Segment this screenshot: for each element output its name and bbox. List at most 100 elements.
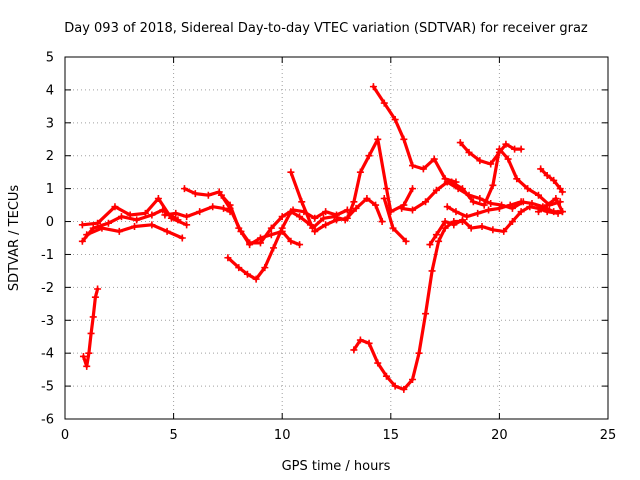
data-point-marker <box>217 191 225 199</box>
data-point-marker <box>350 198 358 206</box>
data-point-marker <box>224 254 232 262</box>
data-point-marker <box>154 195 162 203</box>
data-point-marker <box>550 208 558 216</box>
data-point-marker <box>389 224 397 232</box>
data-point-marker <box>480 201 488 209</box>
y-tick-label: -6 <box>41 413 54 428</box>
data-point-marker <box>131 222 139 230</box>
data-point-marker <box>426 241 434 249</box>
data-point-marker <box>319 214 327 222</box>
y-tick-label: 5 <box>46 51 54 66</box>
data-point-marker <box>148 211 156 219</box>
data-point-marker <box>287 168 295 176</box>
data-point-marker <box>289 206 297 214</box>
data-point-marker <box>552 195 560 203</box>
data-point-marker <box>428 267 436 275</box>
data-series-trace-17 <box>450 147 562 207</box>
data-point-marker <box>398 204 406 212</box>
data-point-marker <box>178 234 186 242</box>
data-point-marker <box>448 178 456 186</box>
data-point-marker <box>311 214 319 222</box>
data-point-marker <box>333 216 340 224</box>
data-point-marker <box>534 208 542 216</box>
data-point-marker <box>400 385 408 393</box>
data-point-marker <box>391 116 399 124</box>
data-point-marker <box>508 218 516 226</box>
data-series-trace-20 <box>536 196 564 214</box>
data-point-marker <box>517 208 525 216</box>
data-point-marker <box>435 237 443 245</box>
axis-ticks: 0 5 10 15 20 25 -6 -5 -4 -3 -2 -1 0 1 2 3 4 5 <box>41 51 616 444</box>
y-tick-label: 2 <box>46 149 54 164</box>
data-point-marker <box>365 152 373 160</box>
data-point-marker <box>441 224 449 232</box>
data-point-marker <box>543 201 551 209</box>
data-point-marker <box>183 221 191 229</box>
data-series-trace-2 <box>80 208 180 243</box>
data-point-marker <box>209 203 217 211</box>
y-tick-label: -3 <box>41 314 54 329</box>
data-point-marker <box>476 157 484 165</box>
data-point-marker <box>409 206 417 214</box>
data-traces <box>78 83 566 393</box>
data-point-marker <box>87 329 95 337</box>
data-point-marker <box>485 206 493 214</box>
data-point-marker <box>180 185 188 193</box>
data-series-trace-16 <box>458 141 523 166</box>
data-series-trace-10 <box>313 137 415 233</box>
data-point-marker <box>172 209 180 217</box>
data-point-marker <box>91 293 99 301</box>
data-point-marker <box>183 213 191 221</box>
y-tick-label: 1 <box>46 182 54 197</box>
data-point-marker <box>296 213 304 221</box>
data-point-marker <box>352 204 360 212</box>
data-point-marker <box>487 160 495 168</box>
data-point-marker <box>117 213 125 221</box>
data-point-marker <box>476 195 484 203</box>
data-point-marker <box>458 216 466 224</box>
data-point-marker <box>558 188 566 196</box>
data-point-marker <box>495 204 503 212</box>
data-point-marker <box>141 209 149 217</box>
data-point-marker <box>94 285 102 293</box>
data-point-marker <box>126 211 134 219</box>
data-point-marker <box>79 352 87 360</box>
data-point-marker <box>465 148 473 156</box>
data-point-marker <box>287 237 295 245</box>
data-point-marker <box>432 186 440 194</box>
data-point-marker <box>246 239 254 247</box>
x-tick-label: 10 <box>274 428 291 443</box>
data-series-trace-12 <box>371 85 458 184</box>
data-point-marker <box>191 190 199 198</box>
data-point-marker <box>504 155 512 163</box>
data-point-marker <box>443 203 451 211</box>
data-point-marker <box>517 198 525 206</box>
data-point-marker <box>322 208 330 216</box>
data-point-marker <box>104 219 112 227</box>
data-point-marker <box>380 195 388 203</box>
data-point-marker <box>543 171 551 179</box>
x-tick-label: 0 <box>61 428 69 443</box>
data-point-marker <box>322 221 330 229</box>
data-point-marker <box>311 227 319 235</box>
data-point-marker <box>256 239 264 247</box>
data-point-marker <box>415 349 423 357</box>
data-point-marker <box>278 213 286 221</box>
data-point-marker <box>161 211 169 219</box>
y-tick-label: 4 <box>46 83 54 98</box>
data-point-marker <box>148 221 156 229</box>
grid-lines <box>65 57 608 419</box>
data-point-marker <box>534 191 542 199</box>
data-point-marker <box>458 185 466 193</box>
x-tick-label: 5 <box>169 428 177 443</box>
data-point-marker <box>524 185 532 193</box>
y-tick-label: -2 <box>41 281 54 296</box>
data-point-marker <box>382 185 390 193</box>
data-series-trace-14 <box>352 219 465 391</box>
data-point-marker <box>463 213 471 221</box>
y-tick-label: 0 <box>46 215 54 230</box>
data-point-marker <box>243 270 251 278</box>
data-point-marker <box>133 216 141 224</box>
data-point-marker <box>163 227 171 235</box>
data-point-marker <box>267 231 275 239</box>
